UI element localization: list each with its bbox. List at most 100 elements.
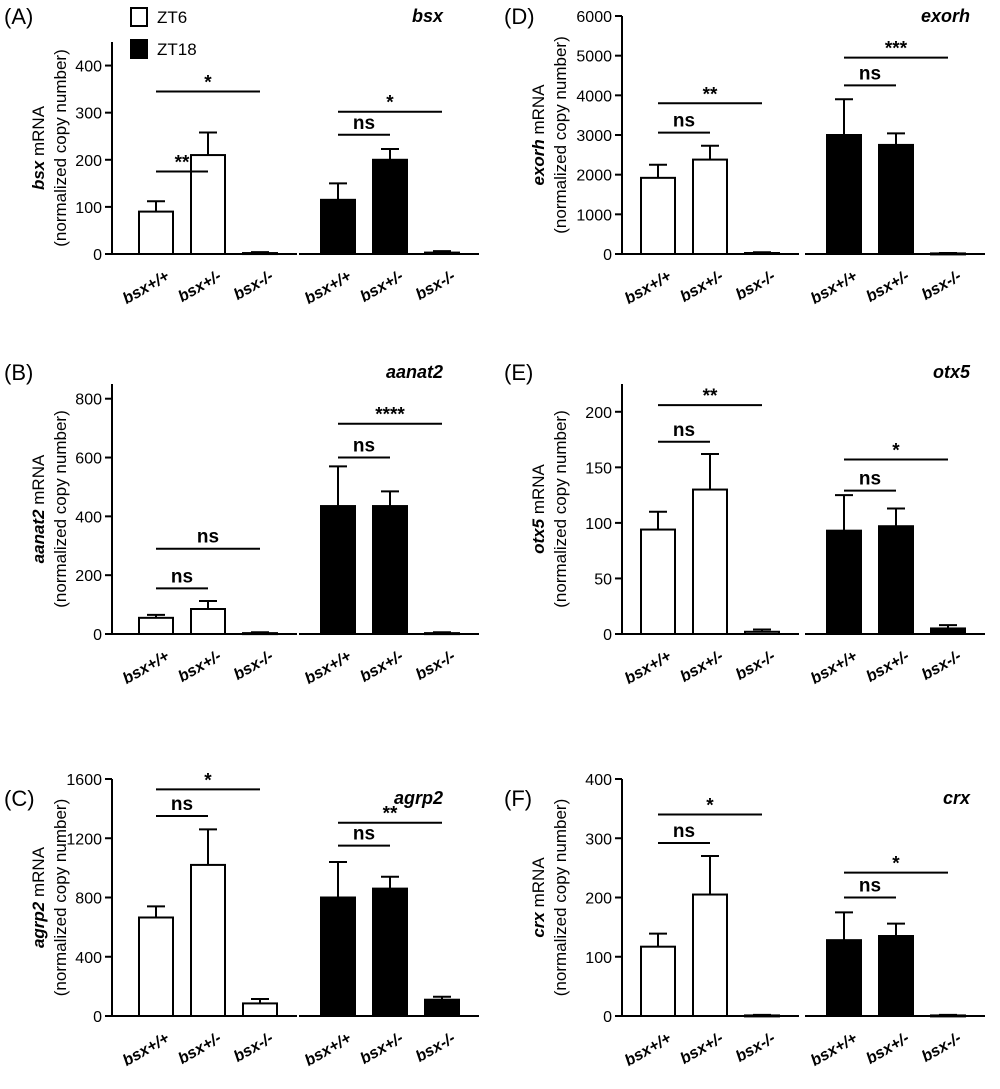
- y-tick-label: 2000: [576, 168, 612, 185]
- significance-label: **: [703, 386, 718, 407]
- y-tick-label: 800: [75, 392, 102, 409]
- panel-label: (C): [4, 786, 35, 811]
- bar-zt6: [242, 632, 278, 636]
- significance-label: ns: [859, 876, 881, 897]
- y-tick-label: 200: [75, 153, 102, 170]
- y-axis-label: crx mRNA: [529, 857, 548, 938]
- legend-swatch: [130, 39, 148, 59]
- x-tick-label: bsx-/-: [413, 268, 458, 304]
- x-tick-label: bsx-/-: [733, 1030, 778, 1066]
- bar-zt6: [744, 1014, 780, 1018]
- chart-panel: (F) crx 0 100 200 300 400 crx mRNA (normalized c…: [504, 772, 985, 1070]
- y-tick-label: 4000: [576, 88, 612, 105]
- y-tick-label: 0: [603, 1009, 612, 1026]
- y-tick-label: 150: [585, 460, 612, 477]
- y-axis-label: bsx mRNA: [29, 105, 48, 190]
- significance-label: ns: [353, 113, 375, 134]
- y-axis-label-line2: (normalized copy number): [51, 799, 70, 996]
- x-tick-label: bsx+/+: [120, 268, 172, 308]
- panel-label: (D): [504, 4, 535, 29]
- y-tick-label: 300: [75, 106, 102, 123]
- significance-label: ***: [885, 39, 908, 60]
- bar-zt18: [372, 887, 408, 1017]
- y-tick-label: 0: [93, 247, 102, 264]
- y-axis-label: aanat2 mRNA: [29, 454, 48, 563]
- bar-zt6: [692, 158, 728, 256]
- bar-zt18: [320, 505, 356, 636]
- bar-zt18: [878, 935, 914, 1018]
- x-tick-label: bsx+/-: [677, 1030, 726, 1068]
- x-tick-label: bsx-/-: [733, 268, 778, 304]
- x-tick-label: bsx+/-: [863, 1030, 912, 1068]
- y-tick-label: 100: [585, 516, 612, 533]
- x-tick-label: bsx-/-: [413, 1030, 458, 1066]
- bar-zt6: [190, 154, 226, 255]
- y-tick-label: 100: [585, 950, 612, 967]
- y-axis-label-line2: (normalized copy number): [51, 410, 70, 607]
- x-tick-label: bsx+/+: [808, 268, 860, 308]
- x-tick-label: bsx+/-: [175, 648, 224, 686]
- y-axis-label: exorh mRNA: [529, 84, 548, 186]
- chart-title: otx5: [933, 362, 971, 382]
- bar-zt6: [138, 616, 174, 636]
- y-tick-label: 400: [75, 509, 102, 526]
- bar-zt6: [692, 893, 728, 1017]
- significance-label: *: [706, 796, 714, 817]
- y-tick-label: 3000: [576, 128, 612, 145]
- bar-zt6: [744, 630, 780, 635]
- y-tick-label: 0: [93, 627, 102, 644]
- chart-title: crx: [943, 788, 971, 808]
- significance-label: **: [175, 153, 190, 174]
- x-tick-label: bsx+/+: [808, 1030, 860, 1070]
- x-tick-label: bsx-/-: [919, 268, 964, 304]
- panel-label: (E): [504, 360, 533, 385]
- bar-zt18: [930, 627, 966, 636]
- x-tick-label: bsx-/-: [231, 648, 276, 684]
- legend-label: ZT18: [157, 40, 197, 59]
- y-tick-label: 300: [585, 831, 612, 848]
- bar-zt18: [320, 198, 356, 255]
- y-tick-label: 0: [603, 247, 612, 264]
- chart-panel: (A) bsx 0 100 200 300 400 bsx mRNA (normalized c…: [4, 4, 479, 308]
- significance-label: ns: [171, 566, 193, 587]
- x-tick-label: bsx+/+: [302, 648, 354, 688]
- y-axis-label-line2: (normalized copy number): [551, 410, 570, 607]
- significance-label: ns: [171, 794, 193, 815]
- bar-zt6: [744, 252, 780, 256]
- y-tick-label: 400: [75, 59, 102, 76]
- y-tick-label: 50: [594, 571, 612, 588]
- x-tick-label: bsx+/-: [863, 268, 912, 306]
- significance-label: ns: [859, 469, 881, 490]
- y-axis-label-line2: (normalized copy number): [51, 49, 70, 246]
- x-tick-label: bsx+/+: [622, 648, 674, 688]
- x-tick-label: bsx+/+: [622, 268, 674, 308]
- bar-zt6: [190, 863, 226, 1017]
- x-tick-label: bsx+/-: [357, 648, 406, 686]
- bar-zt18: [320, 896, 356, 1017]
- significance-label: ns: [353, 824, 375, 845]
- x-tick-label: bsx+/+: [808, 648, 860, 688]
- chart-title: agrp2: [394, 788, 443, 808]
- legend: ZT6 ZT18: [130, 7, 197, 59]
- legend-label: ZT6: [157, 8, 187, 27]
- y-tick-label: 1200: [66, 831, 102, 848]
- significance-label: ns: [859, 63, 881, 84]
- y-tick-label: 0: [603, 627, 612, 644]
- chart-panel: (D) exorh 0 1000 2000 3000 4000 5000 6000 exorh m…: [504, 4, 985, 308]
- bar-zt18: [878, 525, 914, 636]
- significance-label: ns: [197, 527, 219, 548]
- x-tick-label: bsx+/+: [302, 1030, 354, 1070]
- x-tick-label: bsx-/-: [231, 1030, 276, 1066]
- y-tick-label: 200: [585, 891, 612, 908]
- bar-zt18: [930, 1014, 966, 1018]
- significance-label: *: [204, 72, 212, 93]
- y-tick-label: 800: [75, 891, 102, 908]
- panel-label: (A): [4, 4, 33, 29]
- bar-zt18: [826, 939, 862, 1017]
- bar-zt18: [424, 998, 460, 1017]
- x-tick-label: bsx+/+: [302, 268, 354, 308]
- bar-zt6: [190, 608, 226, 635]
- x-tick-label: bsx-/-: [919, 648, 964, 684]
